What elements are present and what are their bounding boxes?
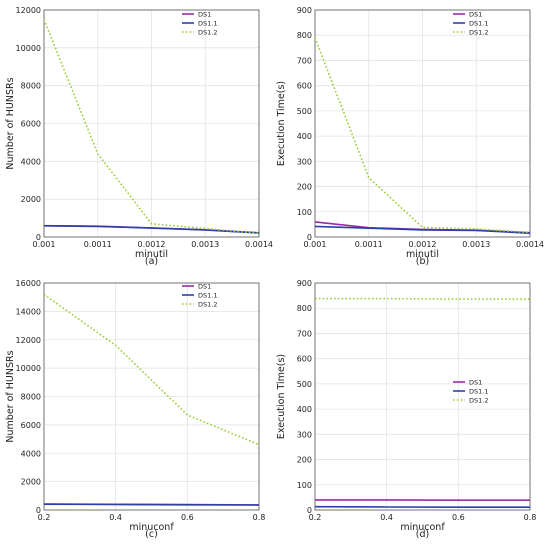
x-axis-label: minuconf [129,522,174,533]
y-axis-label: Execution Time(s) [276,354,287,439]
x-tick-label: 0.0014 [245,240,273,249]
y-tick-label: 900 [297,279,312,288]
x-tick-label: 0.6 [181,513,194,522]
legend-label: DS1 [198,282,211,290]
legend-label: DS1.1 [469,387,488,395]
legend-label: DS1.2 [469,28,488,36]
y-tick-label: 400 [297,132,312,141]
x-axis-label: minutil [135,249,168,260]
y-tick-label: 600 [297,82,312,91]
y-tick-label: 6000 [21,120,41,129]
legend-label: DS1 [469,378,482,386]
y-tick-label: 400 [297,405,312,414]
x-tick-label: 0.2 [38,513,51,522]
x-tick-label: 0.0013 [191,240,219,249]
series-line-ds1-2 [43,293,260,446]
y-tick-label: 800 [297,304,312,313]
x-tick-label: 0.4 [380,513,393,522]
y-tick-label: 0 [36,233,41,242]
y-axis-label: Execution Time(s) [276,81,287,166]
y-tick-label: 100 [297,481,312,490]
y-tick-label: 6000 [21,421,41,430]
y-tick-label: 300 [297,157,312,166]
x-tick-label: 0.0011 [84,240,112,249]
series-line-ds1-1 [43,503,260,506]
plot-area-frame [314,9,531,238]
panel-caption: (a) [145,256,158,267]
y-tick-label: 10000 [16,364,41,373]
y-tick-label: 14000 [16,307,41,316]
x-tick-label: 0.8 [524,513,537,522]
y-axis-label: Number of HUNSRs [5,350,16,442]
plot-area-frame [43,9,260,238]
x-tick-label: 0.0014 [516,240,544,249]
y-tick-label: 700 [297,56,312,65]
x-tick-label: 0.0013 [462,240,490,249]
y-tick-label: 500 [297,107,312,116]
chart-panel-1: 0 2000 4000 6000 8000 10000 12000 0.001 0.0011 0.… [5,6,273,267]
plot-area-frame [43,282,260,511]
x-tick-label: 0.6 [452,513,465,522]
x-tick-label: 0.001 [304,240,327,249]
panel-caption: (d) [416,529,429,540]
y-tick-label: 700 [297,329,312,338]
x-tick-label: 0.0012 [409,240,437,249]
y-tick-label: 900 [297,6,312,15]
legend-label: DS1.2 [469,396,488,404]
chart-panel-3: 0 2000 4000 6000 8000 10000 12000 14000 16000 0.2… [5,279,265,540]
y-tick-label: 12000 [16,336,41,345]
y-tick-label: 0 [307,233,312,242]
x-tick-label: 0.0012 [138,240,166,249]
y-tick-label: 4000 [21,449,41,458]
panel-caption: (c) [145,529,158,540]
y-tick-label: 12000 [16,6,41,15]
chart-panel-4: 0 100 200 300 400 500 600 700 800 900 0.2 0.4 0.6 0.8… [276,279,536,540]
legend-label: DS1.1 [469,19,488,27]
chart-panel-2: 0 100 200 300 400 500 600 700 800 900 0.001 0.0011 0… [276,6,544,267]
legend-label: DS1.2 [198,28,217,36]
y-tick-label: 600 [297,355,312,364]
y-tick-label: 0 [307,506,312,515]
y-tick-label: 800 [297,31,312,40]
y-tick-label: 8000 [21,82,41,91]
series-line-ds1-2 [315,297,530,300]
series-line-ds1-1 [314,505,530,509]
x-tick-label: 0.8 [253,513,266,522]
x-axis-label: minuconf [400,522,445,533]
legend-label: DS1 [198,10,211,18]
x-tick-label: 0.0011 [355,240,383,249]
x-tick-label: 0.2 [309,513,322,522]
y-tick-label: 500 [297,380,312,389]
y-tick-label: 2000 [21,478,41,487]
y-tick-label: 0 [36,506,41,515]
series-line-ds1-1 [314,225,531,234]
y-tick-label: 100 [297,208,312,217]
legend-label: DS1 [469,10,482,18]
y-tick-label: 2000 [21,195,41,204]
legend-label: DS1.1 [198,19,217,27]
series-line-ds1-2 [43,19,260,235]
y-tick-label: 16000 [16,279,41,288]
series-line-ds1-1 [43,225,260,234]
y-tick-label: 10000 [16,44,41,53]
y-tick-label: 4000 [21,157,41,166]
x-tick-label: 0.001 [33,240,56,249]
x-axis-label: minutil [406,249,439,260]
y-tick-label: 8000 [21,393,41,402]
panel-caption: (b) [416,256,429,267]
x-tick-label: 0.4 [109,513,122,522]
series-line-ds1-2 [314,37,531,234]
y-axis-label: Number of HUNSRs [5,77,16,169]
legend-label: DS1.2 [198,300,217,308]
y-tick-label: 200 [297,456,312,465]
y-tick-label: 200 [297,183,312,192]
legend-label: DS1.1 [198,291,217,299]
y-tick-label: 300 [297,430,312,439]
plot-area-frame [314,282,531,511]
